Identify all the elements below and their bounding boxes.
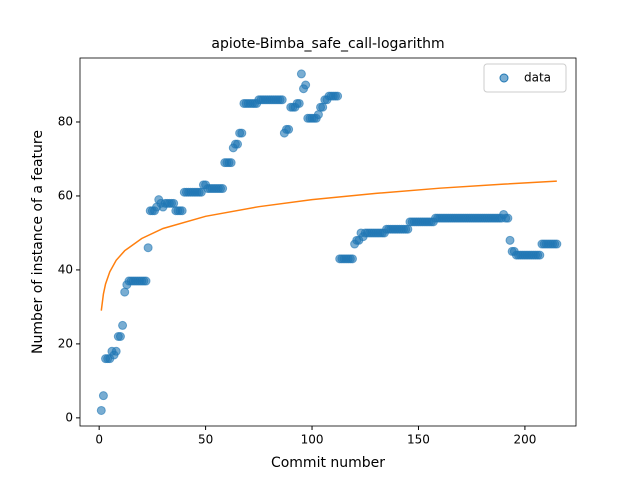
data-point bbox=[169, 198, 179, 208]
y-tick-label: 20 bbox=[58, 336, 73, 350]
data-point bbox=[96, 405, 106, 415]
data-point bbox=[277, 95, 287, 105]
data-point bbox=[284, 124, 294, 134]
data-point bbox=[237, 128, 247, 138]
data-point bbox=[233, 139, 243, 149]
data-point bbox=[294, 98, 304, 108]
data-point bbox=[347, 254, 357, 264]
x-tick-label: 150 bbox=[407, 433, 430, 447]
data-point bbox=[503, 213, 513, 223]
data-point bbox=[296, 69, 306, 79]
data-point bbox=[143, 243, 153, 253]
legend-marker bbox=[499, 73, 509, 83]
x-tick-label: 50 bbox=[198, 433, 213, 447]
data-point bbox=[98, 391, 108, 401]
fit-line bbox=[100, 180, 557, 311]
legend-label: data bbox=[524, 71, 551, 85]
y-tick-label: 80 bbox=[58, 114, 73, 128]
data-point bbox=[318, 102, 328, 112]
data-point bbox=[177, 206, 187, 216]
y-tick-label: 40 bbox=[58, 262, 73, 276]
data-point bbox=[535, 250, 545, 260]
data-point bbox=[120, 287, 130, 297]
y-tick-label: 0 bbox=[65, 410, 73, 424]
x-tick-label: 0 bbox=[95, 433, 103, 447]
x-axis-label: Commit number bbox=[271, 455, 385, 471]
data-point bbox=[118, 320, 128, 330]
data-point bbox=[313, 110, 323, 120]
data-point bbox=[226, 158, 236, 168]
plot-frame bbox=[79, 57, 577, 427]
legend-box bbox=[483, 63, 567, 93]
chart-title: apiote-Bimba_safe_call-logarithm bbox=[211, 36, 444, 52]
y-tick-label: 60 bbox=[58, 188, 73, 202]
data-point bbox=[141, 276, 151, 286]
data-point bbox=[218, 184, 228, 194]
y-axis-label: Number of instance of a feature bbox=[30, 130, 46, 354]
data-point bbox=[333, 91, 343, 101]
data-point bbox=[111, 346, 121, 356]
data-point bbox=[403, 224, 413, 234]
data-point bbox=[301, 80, 311, 90]
x-tick-label: 100 bbox=[301, 433, 324, 447]
data-point bbox=[115, 331, 125, 341]
data-point bbox=[552, 239, 562, 249]
data-point bbox=[505, 235, 515, 245]
x-tick-label: 200 bbox=[513, 433, 536, 447]
